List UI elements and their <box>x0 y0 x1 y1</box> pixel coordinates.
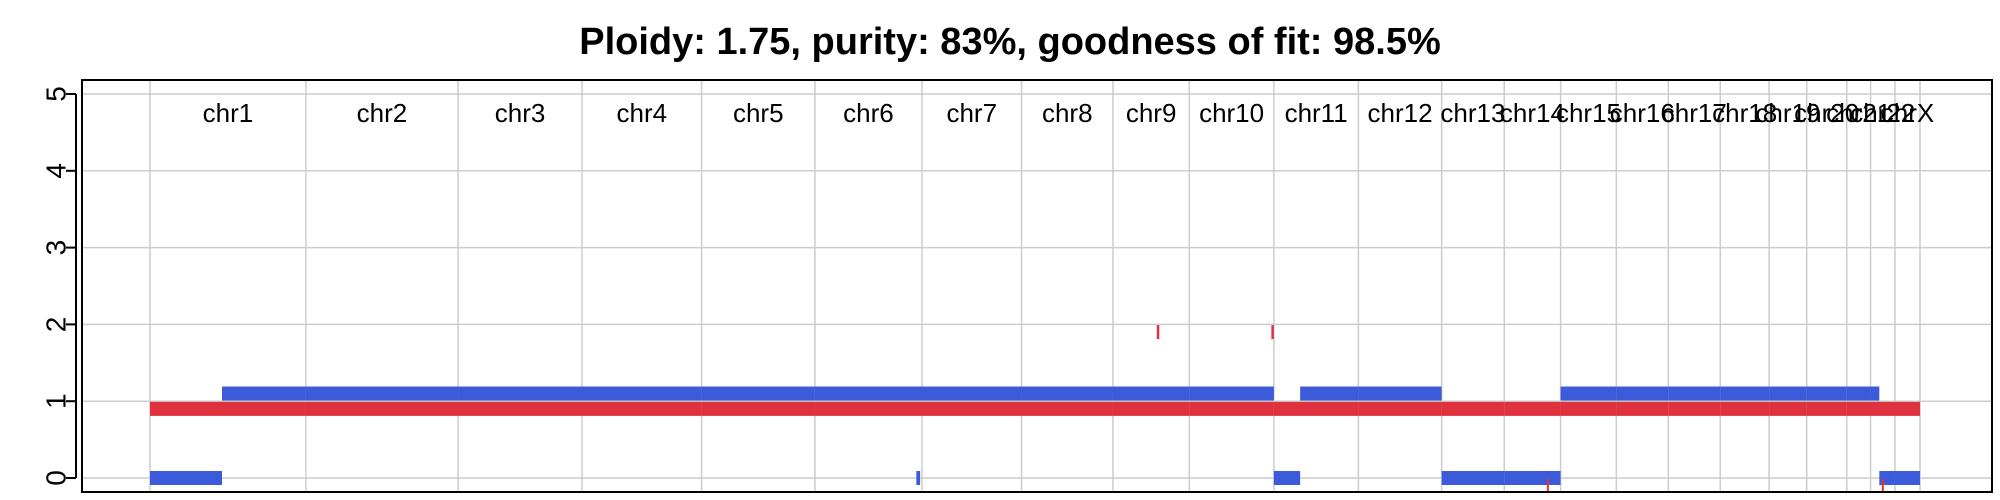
chromosome-label-chr9: chr9 <box>1126 98 1177 128</box>
segment-s0-chr4-4 <box>582 386 702 401</box>
segment-s0-chr10-11 <box>1189 386 1274 401</box>
chromosome-label-chr3: chr3 <box>495 98 546 128</box>
segment-s0-chr12-14 <box>1358 386 1442 401</box>
chromosome-label-chr7: chr7 <box>946 98 997 128</box>
segment-s0-chr21-23 <box>1846 386 1871 401</box>
segment-s1-chr9-9 <box>1156 325 1160 340</box>
chromosome-label-chrX: chrX <box>1881 98 1934 128</box>
segment-s1-chr22-25 <box>1881 478 1884 493</box>
segment-s1-chr21-23 <box>1846 401 1871 416</box>
chromosome-label-chr18: chr18 <box>1712 98 1777 128</box>
chromosome-label-chr17: chr17 <box>1662 98 1727 128</box>
segment-s0-chr5-5 <box>701 386 815 401</box>
segment-s1-chr4-3 <box>582 401 702 416</box>
segment-s0-chr3-3 <box>458 386 583 401</box>
segment-s1-chr11-12 <box>1273 401 1359 416</box>
segment-s0-chr1-0 <box>150 471 223 485</box>
segment-s1-chr9-8 <box>1112 401 1190 416</box>
segment-s1-chr18-20 <box>1720 401 1770 416</box>
chromosome-label-chr20: chr20 <box>1794 98 1859 128</box>
segment-s1-chr15-17 <box>1560 401 1617 416</box>
y-tick-label-3: 3 <box>41 240 72 256</box>
chromosome-label-chr21: chr21 <box>1826 98 1891 128</box>
segment-s0-chr19-21 <box>1769 386 1807 401</box>
segment-s0-chr22-24 <box>1870 386 1880 401</box>
segment-s1-chr13-14 <box>1441 401 1505 416</box>
chromosome-label-chr11: chr11 <box>1285 98 1348 128</box>
chromosome-label-chr14: chr14 <box>1500 98 1565 128</box>
chromosome-label-chr6: chr6 <box>843 98 894 128</box>
segment-s0-chr1-1 <box>222 386 306 401</box>
chromosome-label-chr22: chr22 <box>1850 98 1915 128</box>
segment-s1-chr22-24 <box>1870 401 1895 416</box>
segment-s0-chr14-16 <box>1504 471 1561 485</box>
segment-s0-chr22-25 <box>1879 471 1895 485</box>
plot-border <box>81 79 1993 493</box>
chromosome-label-chr19: chr19 <box>1755 98 1820 128</box>
segment-s0-chr11-12 <box>1273 471 1301 485</box>
segment-s1-chr14-16 <box>1546 478 1549 493</box>
y-tick-label-5: 5 <box>41 86 72 102</box>
segment-s1-chr7-6 <box>921 401 1022 416</box>
chromosome-label-chr2: chr2 <box>357 98 408 128</box>
segment-s1-chr14-15 <box>1504 401 1561 416</box>
chromosome-label-chr13: chr13 <box>1440 98 1505 128</box>
segment-s0-chr6-7 <box>916 471 921 485</box>
segment-s0-chr15-17 <box>1560 386 1617 401</box>
chromosome-label-chr5: chr5 <box>733 98 784 128</box>
segment-s1-chr1-0 <box>150 401 306 416</box>
segment-s0-chr2-2 <box>305 386 459 401</box>
segment-s1-chr5-4 <box>701 401 815 416</box>
segment-s1-chr19-21 <box>1769 401 1807 416</box>
chromosome-label-chr15: chr15 <box>1556 98 1621 128</box>
chart-title: Ploidy: 1.75, purity: 83%, goodness of f… <box>579 21 1441 63</box>
segment-s0-chr7-8 <box>921 386 1022 401</box>
chromosome-label-chr1: chr1 <box>203 98 254 128</box>
segment-marks <box>150 325 1920 493</box>
segment-s0-chr20-22 <box>1806 386 1847 401</box>
segment-s1-chr16-18 <box>1616 401 1669 416</box>
segment-s1-chr10-11 <box>1271 325 1274 340</box>
y-tick-label-0: 0 <box>41 470 72 486</box>
segment-s1-chr6-5 <box>814 401 922 416</box>
y-axis: 0 1 2 3 4 5 <box>41 86 77 486</box>
segment-s1-chr8-7 <box>1021 401 1113 416</box>
segment-s0-chr9-10 <box>1112 386 1190 401</box>
segment-s0-chr11-13 <box>1300 386 1359 401</box>
grid-lines <box>82 80 1992 492</box>
segment-s1-chr20-22 <box>1806 401 1847 416</box>
y-tick-label-4: 4 <box>41 163 72 179</box>
segment-s1-chr17-19 <box>1668 401 1721 416</box>
chromosome-labels: chr1 chr2 chr3 chr4 chr5 chr6 chr7 chr8 chr9 chr1… <box>203 98 1935 128</box>
segment-s0-chr16-18 <box>1616 386 1669 401</box>
segment-s0-chr18-20 <box>1720 386 1770 401</box>
chromosome-label-chr10: chr10 <box>1199 98 1264 128</box>
segment-s0-chrX-26 <box>1894 471 1920 485</box>
segment-s0-chr6-6 <box>814 386 922 401</box>
y-tick-label-1: 1 <box>41 393 72 409</box>
segment-s1-chr12-13 <box>1358 401 1442 416</box>
segment-s1-chr3-2 <box>458 401 583 416</box>
segment-s1-chr2-1 <box>305 401 459 416</box>
segment-s1-chr10-10 <box>1189 401 1274 416</box>
segment-s0-chr17-19 <box>1668 386 1721 401</box>
chromosome-label-chr16: chr16 <box>1610 98 1675 128</box>
chromosome-label-chr12: chr12 <box>1367 98 1432 128</box>
segment-s1-chrX-26 <box>1894 401 1920 416</box>
chromosome-label-chr4: chr4 <box>617 98 668 128</box>
segment-s0-chr13-15 <box>1441 471 1505 485</box>
chromosome-label-chr8: chr8 <box>1042 98 1093 128</box>
segment-s0-chr8-9 <box>1021 386 1113 401</box>
y-tick-label-2: 2 <box>41 317 72 333</box>
